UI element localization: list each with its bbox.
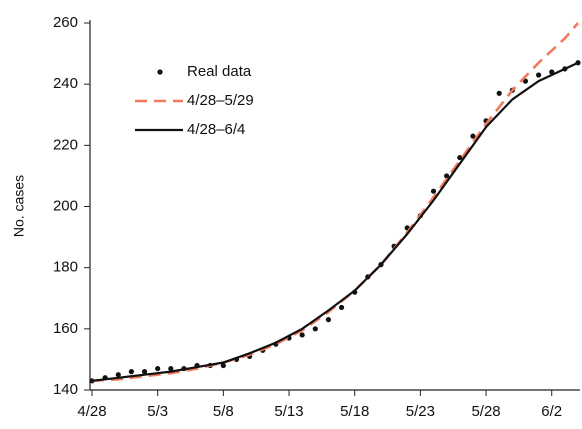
fit-line (91, 61, 579, 382)
y-tick-label: 160 (53, 320, 78, 337)
data-point (128, 369, 135, 375)
data-point (312, 326, 318, 332)
data-point (444, 173, 450, 179)
y-tick-label: 260 (53, 14, 78, 31)
data-point (115, 372, 121, 378)
x-tick-label: 5/23 (406, 403, 435, 420)
x-tick-label: 5/18 (340, 403, 369, 420)
data-point (338, 304, 345, 311)
data-point (155, 365, 161, 372)
data-point (141, 369, 148, 375)
data-point (496, 90, 502, 96)
data-point (470, 133, 476, 139)
data-point (430, 188, 437, 194)
data-point (522, 78, 529, 84)
x-tick-label: 5/28 (471, 403, 500, 420)
legend-label: 4/28–5/29 (187, 92, 254, 109)
x-tick-label: 5/8 (213, 403, 234, 420)
y-tick-label: 240 (53, 75, 78, 92)
y-axis-label: No. cases (11, 175, 27, 237)
y-tick-label: 220 (53, 136, 78, 153)
fit-line (91, 22, 579, 383)
legend-marker (157, 69, 163, 75)
data-point (299, 332, 305, 338)
data-point (325, 317, 332, 323)
legend-label: 4/28–6/4 (187, 121, 245, 138)
x-tick-label: 6/2 (541, 403, 562, 420)
x-tick-label: 4/28 (77, 403, 106, 420)
x-tick-label: 5/13 (274, 403, 303, 420)
x-tick-label: 5/3 (147, 403, 168, 420)
y-tick-label: 180 (53, 259, 78, 276)
legend-label: Real data (187, 63, 252, 80)
data-point (220, 362, 226, 369)
data-point (457, 154, 463, 161)
y-tick-label: 140 (53, 381, 78, 398)
data-point (535, 72, 542, 78)
y-tick-label: 200 (53, 197, 78, 214)
data-point (168, 365, 174, 372)
